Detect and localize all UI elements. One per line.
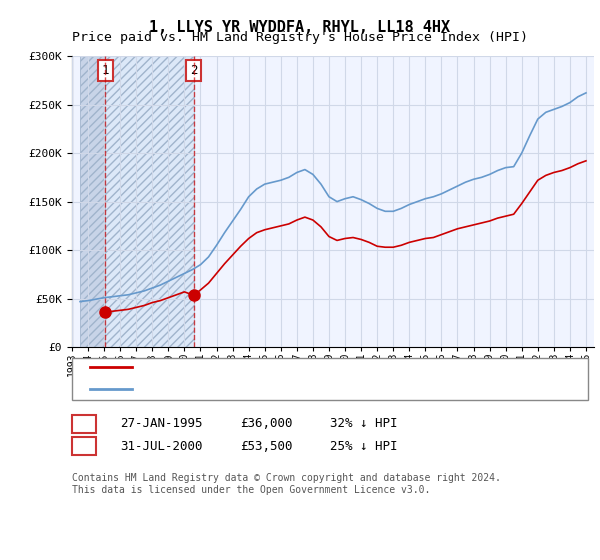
Text: Contains HM Land Registry data © Crown copyright and database right 2024.
This d: Contains HM Land Registry data © Crown c…	[72, 473, 501, 495]
Text: 1, LLYS YR WYDDFA, RHYL, LL18 4HX: 1, LLYS YR WYDDFA, RHYL, LL18 4HX	[149, 20, 451, 35]
Text: 25% ↓ HPI: 25% ↓ HPI	[330, 440, 398, 453]
Text: 1: 1	[80, 417, 88, 431]
Text: 31-JUL-2000: 31-JUL-2000	[120, 440, 203, 453]
Text: 2: 2	[80, 440, 88, 453]
Text: £53,500: £53,500	[240, 440, 293, 453]
Bar	[80, 56, 105, 347]
Bar	[105, 56, 194, 347]
Text: 1, LLYS YR WYDDFA, RHYL, LL18 4HX (detached house): 1, LLYS YR WYDDFA, RHYL, LL18 4HX (detac…	[141, 362, 479, 372]
Text: 2: 2	[190, 64, 197, 77]
Bar	[105, 56, 194, 347]
Text: 32% ↓ HPI: 32% ↓ HPI	[330, 417, 398, 431]
Text: Price paid vs. HM Land Registry's House Price Index (HPI): Price paid vs. HM Land Registry's House …	[72, 31, 528, 44]
Bar	[80, 56, 105, 347]
Text: HPI: Average price, detached house, Denbighshire: HPI: Average price, detached house, Denb…	[141, 384, 465, 394]
Text: 27-JAN-1995: 27-JAN-1995	[120, 417, 203, 431]
Text: £36,000: £36,000	[240, 417, 293, 431]
Text: 1: 1	[101, 64, 109, 77]
